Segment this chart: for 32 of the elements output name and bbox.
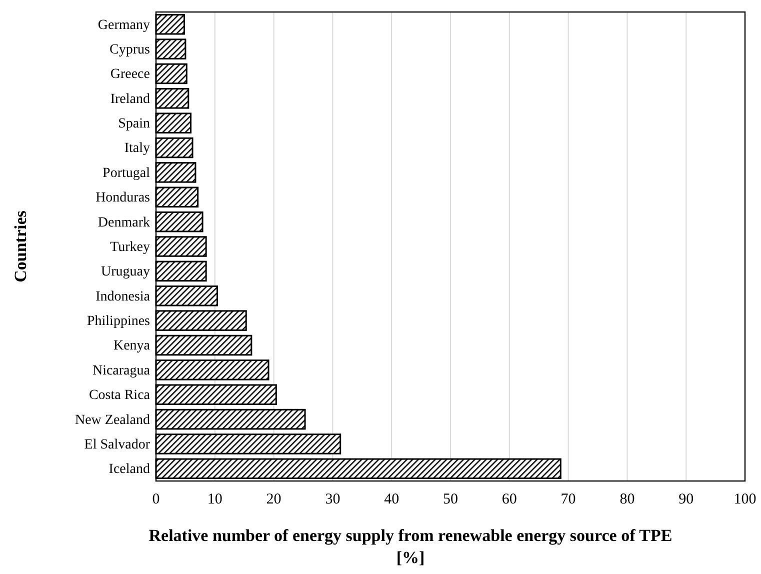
y-tick-label: Cyprus	[110, 42, 150, 58]
x-tick-label: 50	[443, 492, 458, 508]
y-tick-label: Spain	[118, 116, 150, 132]
y-tick-label: Germany	[98, 18, 150, 33]
y-tick-label: Denmark	[98, 215, 150, 230]
x-tick-label: 80	[620, 492, 635, 508]
x-tick-label: 70	[560, 492, 576, 508]
y-tick-label: Nicaragua	[92, 363, 151, 378]
x-tick-label: 30	[325, 492, 340, 508]
x-tick-label: 10	[207, 492, 222, 508]
y-tick-label: Italy	[124, 141, 150, 156]
y-tick-label: Uruguay	[101, 264, 150, 280]
y-tick-label: Portugal	[102, 166, 150, 181]
y-tick-label: Turkey	[110, 240, 150, 255]
y-tick-label: Ireland	[110, 92, 150, 107]
x-tick-label: 60	[502, 492, 517, 508]
y-tick-label: Costa Rica	[88, 388, 151, 404]
y-tick-label: Kenya	[113, 338, 151, 354]
y-tick-label: Philippines	[86, 314, 150, 330]
y-tick-label: El Salvador	[84, 437, 150, 452]
x-tick-label: 0	[152, 492, 160, 508]
x-tick-label: 90	[678, 492, 694, 508]
y-tick-label: Indonesia	[96, 289, 151, 304]
x-tick-label: 20	[266, 492, 282, 508]
y-axis-title: Countries	[11, 210, 30, 282]
x-tick-label: 40	[384, 492, 400, 508]
y-tick-label: Honduras	[96, 190, 150, 206]
y-tick-label: Greece	[110, 67, 150, 82]
y-tick-label: Iceland	[108, 462, 150, 478]
x-axis-title: Relative number of energy supply from renewable energy source of TPE [%]	[148, 526, 672, 567]
x-tick-label: 100	[734, 492, 756, 508]
y-tick-label: New Zealand	[74, 412, 150, 428]
